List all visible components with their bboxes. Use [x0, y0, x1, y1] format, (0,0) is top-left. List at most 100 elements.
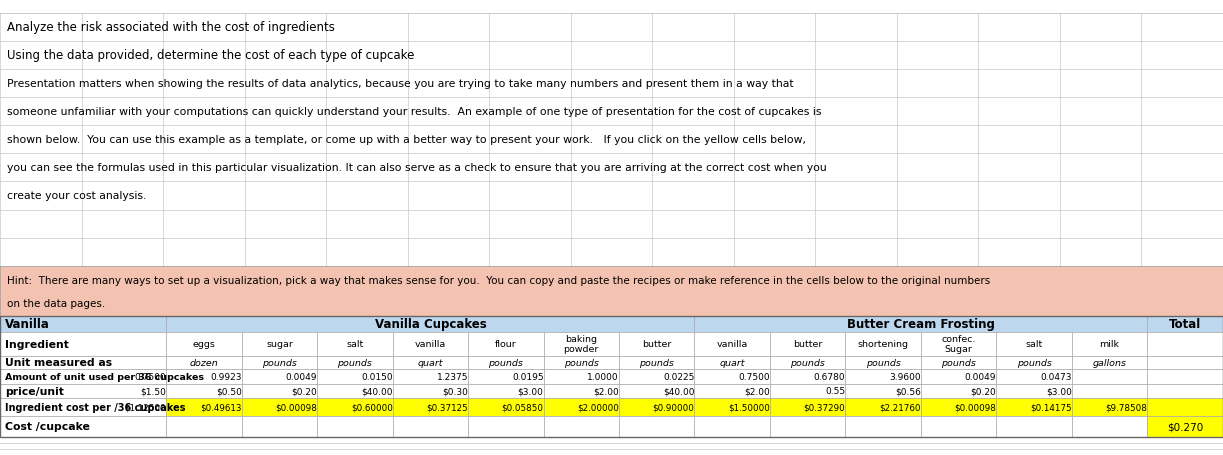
Text: $2.00: $2.00 [744, 386, 770, 395]
Bar [543, 369, 619, 384]
Bar [242, 356, 317, 369]
Text: $1.50: $1.50 [141, 386, 166, 395]
Text: $2.00000: $2.00000 [577, 403, 619, 411]
Text: $3.00: $3.00 [1046, 386, 1071, 395]
Text: gallons: gallons [1092, 358, 1126, 367]
Text: pounds: pounds [640, 358, 674, 367]
Text: Ingredient cost per /36 cupcakes: Ingredient cost per /36 cupcakes [5, 402, 186, 412]
Text: $40.00: $40.00 [663, 386, 695, 395]
Bar [997, 369, 1071, 384]
Bar [468, 369, 543, 384]
Bar [1147, 384, 1223, 398]
Text: $1.50000: $1.50000 [728, 403, 770, 411]
Bar [845, 384, 921, 398]
Text: Vanilla: Vanilla [5, 318, 50, 330]
Bar [770, 416, 845, 437]
Text: $0.05850: $0.05850 [501, 403, 543, 411]
Bar [921, 416, 997, 437]
Text: 0.0049: 0.0049 [965, 372, 997, 381]
Text: 1.0000: 1.0000 [587, 372, 619, 381]
Text: 3.9600: 3.9600 [889, 372, 921, 381]
Text: pounds: pounds [866, 358, 900, 367]
Bar [393, 369, 468, 384]
Bar [0, 398, 166, 416]
Bar [997, 416, 1071, 437]
Bar [468, 384, 543, 398]
Text: 0.0150: 0.0150 [361, 372, 393, 381]
Text: 0.7500: 0.7500 [135, 372, 166, 381]
Text: baking
powder: baking powder [564, 334, 599, 354]
Text: Hint:  There are many ways to set up a visualization, pick a way that makes sens: Hint: There are many ways to set up a vi… [7, 275, 991, 285]
Bar [1071, 356, 1147, 369]
Text: someone unfamiliar with your computations can quickly understand your results.  : someone unfamiliar with your computation… [7, 107, 822, 117]
Bar [619, 369, 695, 384]
Text: $9.78508: $9.78508 [1106, 403, 1147, 411]
Text: 0.7500: 0.7500 [739, 372, 770, 381]
Bar [695, 384, 770, 398]
Text: $0.00098: $0.00098 [275, 403, 317, 411]
Text: $0.56: $0.56 [895, 386, 921, 395]
Bar [997, 332, 1071, 356]
Bar [1147, 416, 1223, 437]
Text: $0.60000: $0.60000 [351, 403, 393, 411]
Text: $1.12500: $1.12500 [125, 403, 166, 411]
Bar [619, 384, 695, 398]
Bar [619, 416, 695, 437]
Bar [393, 356, 468, 369]
Bar [0, 266, 1223, 316]
Text: pounds: pounds [488, 358, 523, 367]
Text: $2.00: $2.00 [593, 386, 619, 395]
Bar [1147, 369, 1223, 384]
Bar [0, 416, 166, 437]
Text: dozen: dozen [190, 358, 219, 367]
Text: Unit measured as: Unit measured as [5, 358, 113, 368]
Text: Amount of unit used per 36 cupcakes: Amount of unit used per 36 cupcakes [5, 372, 204, 381]
Text: price/unit: price/unit [5, 386, 64, 396]
Text: $0.50: $0.50 [216, 386, 242, 395]
Text: vanilla: vanilla [415, 339, 446, 349]
Bar [1071, 332, 1147, 356]
Text: $3.00: $3.00 [517, 386, 543, 395]
Text: pounds: pounds [790, 358, 826, 367]
Bar [1071, 398, 1147, 416]
Text: $0.37125: $0.37125 [427, 403, 468, 411]
Text: on the data pages.: on the data pages. [7, 299, 105, 308]
Text: 0.55: 0.55 [826, 386, 845, 395]
Bar [468, 332, 543, 356]
Text: you can see the formulas used in this particular visualization. It can also serv: you can see the formulas used in this pa… [7, 163, 827, 173]
Bar [1147, 332, 1223, 356]
Bar [166, 384, 242, 398]
Bar [695, 316, 1147, 332]
Bar [770, 384, 845, 398]
Text: $2.21760: $2.21760 [879, 403, 921, 411]
Bar [921, 356, 997, 369]
Bar [468, 416, 543, 437]
Bar [1147, 356, 1223, 369]
Bar [0, 384, 166, 398]
Bar [845, 398, 921, 416]
Bar [0, 332, 166, 356]
Bar [695, 416, 770, 437]
Text: 0.0473: 0.0473 [1041, 372, 1071, 381]
Bar [997, 398, 1071, 416]
Bar [1147, 316, 1223, 332]
Bar [393, 332, 468, 356]
Text: $40.00: $40.00 [361, 386, 393, 395]
Text: Ingredient: Ingredient [5, 339, 68, 349]
Text: pounds: pounds [262, 358, 297, 367]
Bar [317, 384, 393, 398]
Bar [543, 356, 619, 369]
Bar [543, 332, 619, 356]
Text: Presentation matters when showing the results of data analytics, because you are: Presentation matters when showing the re… [7, 79, 794, 89]
Text: create your cost analysis.: create your cost analysis. [7, 191, 147, 201]
Text: flour: flour [495, 339, 517, 349]
Bar [393, 416, 468, 437]
Bar [695, 332, 770, 356]
Bar [695, 369, 770, 384]
Text: $0.14175: $0.14175 [1030, 403, 1071, 411]
Bar [921, 384, 997, 398]
Text: $0.20: $0.20 [971, 386, 997, 395]
Bar [845, 369, 921, 384]
Text: 0.0049: 0.0049 [286, 372, 317, 381]
Text: salt: salt [346, 339, 363, 349]
